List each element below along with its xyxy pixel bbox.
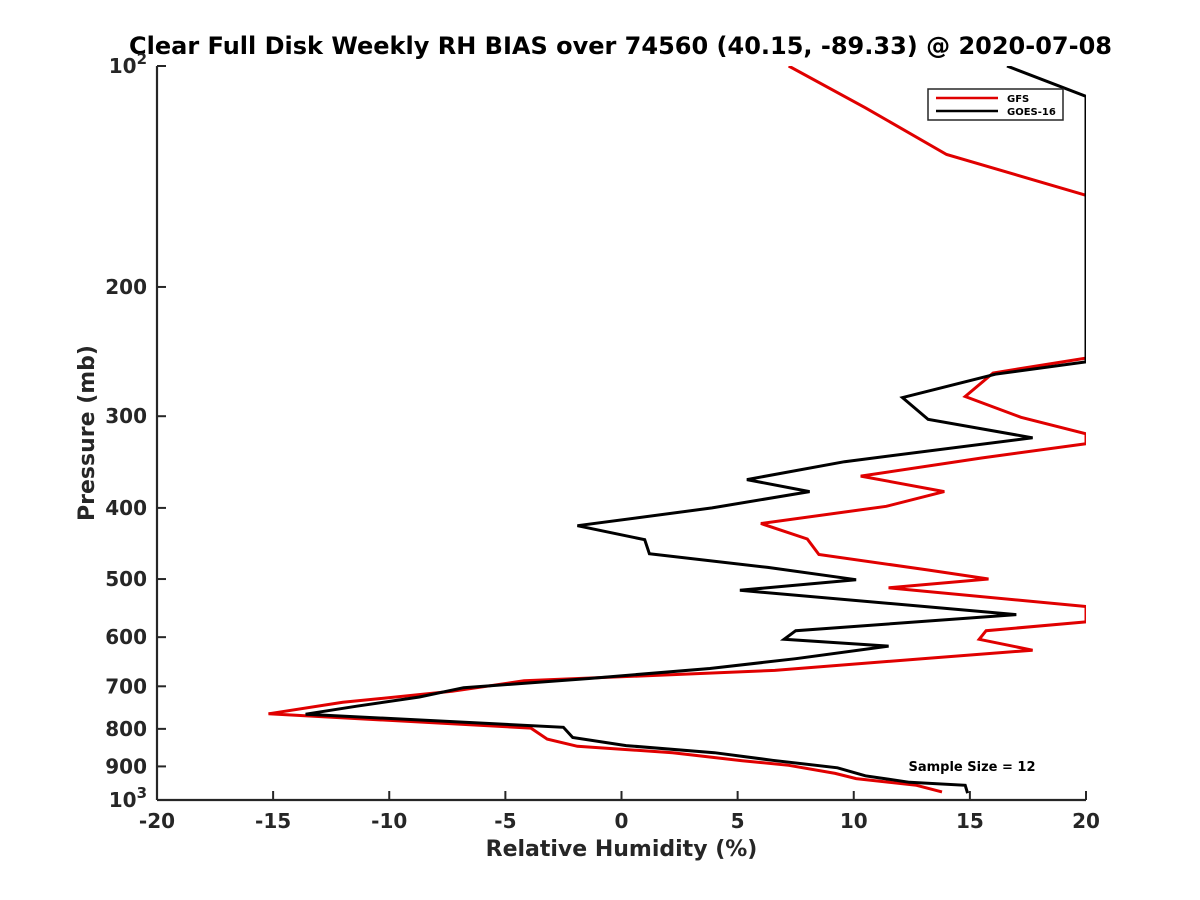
series-layer	[268, 66, 1086, 794]
axes-layer: -20 -15 -10 -5 0 5 10 15 20 102 200 300 400 500 600 700…	[105, 50, 1100, 833]
y-tick-label: 500	[105, 567, 147, 591]
x-tick-label: -15	[255, 809, 291, 833]
x-tick-label: -10	[371, 809, 407, 833]
y-tick-label: 700	[105, 674, 147, 698]
x-tick-label: -5	[494, 809, 516, 833]
y-tick-label: 800	[105, 717, 147, 741]
y-tick-label: 600	[105, 625, 147, 649]
x-tick-label: 5	[731, 809, 745, 833]
series-line-goes-16	[305, 66, 1086, 794]
series-line-gfs	[268, 66, 1086, 794]
x-tick-label: 20	[1072, 809, 1100, 833]
legend-label: GFS	[1007, 94, 1029, 105]
y-tick-label: 200	[105, 275, 147, 299]
x-tick-label: -20	[139, 809, 175, 833]
x-tick-label: 15	[956, 809, 984, 833]
legend-box	[927, 88, 1064, 121]
y-tick-label: 400	[105, 496, 147, 520]
y-tick-label: 102	[109, 50, 147, 78]
sample-size-annotation: Sample Size = 12	[908, 760, 1035, 775]
y-tick-label: 300	[105, 404, 147, 428]
chart-title: Clear Full Disk Weekly RH BIAS over 7456…	[129, 32, 1112, 60]
x-tick-label: 10	[840, 809, 868, 833]
x-tick-label: 0	[615, 809, 629, 833]
y-tick-label: 900	[105, 754, 147, 778]
legend-label: GOES-16	[1007, 107, 1056, 118]
series-group	[268, 66, 1086, 794]
x-axis-label: Relative Humidity (%)	[486, 837, 758, 862]
y-axis-label: Pressure (mb)	[75, 345, 100, 521]
y-tick-label: 103	[109, 784, 147, 812]
legend: GFS GOES-16	[927, 88, 1064, 121]
